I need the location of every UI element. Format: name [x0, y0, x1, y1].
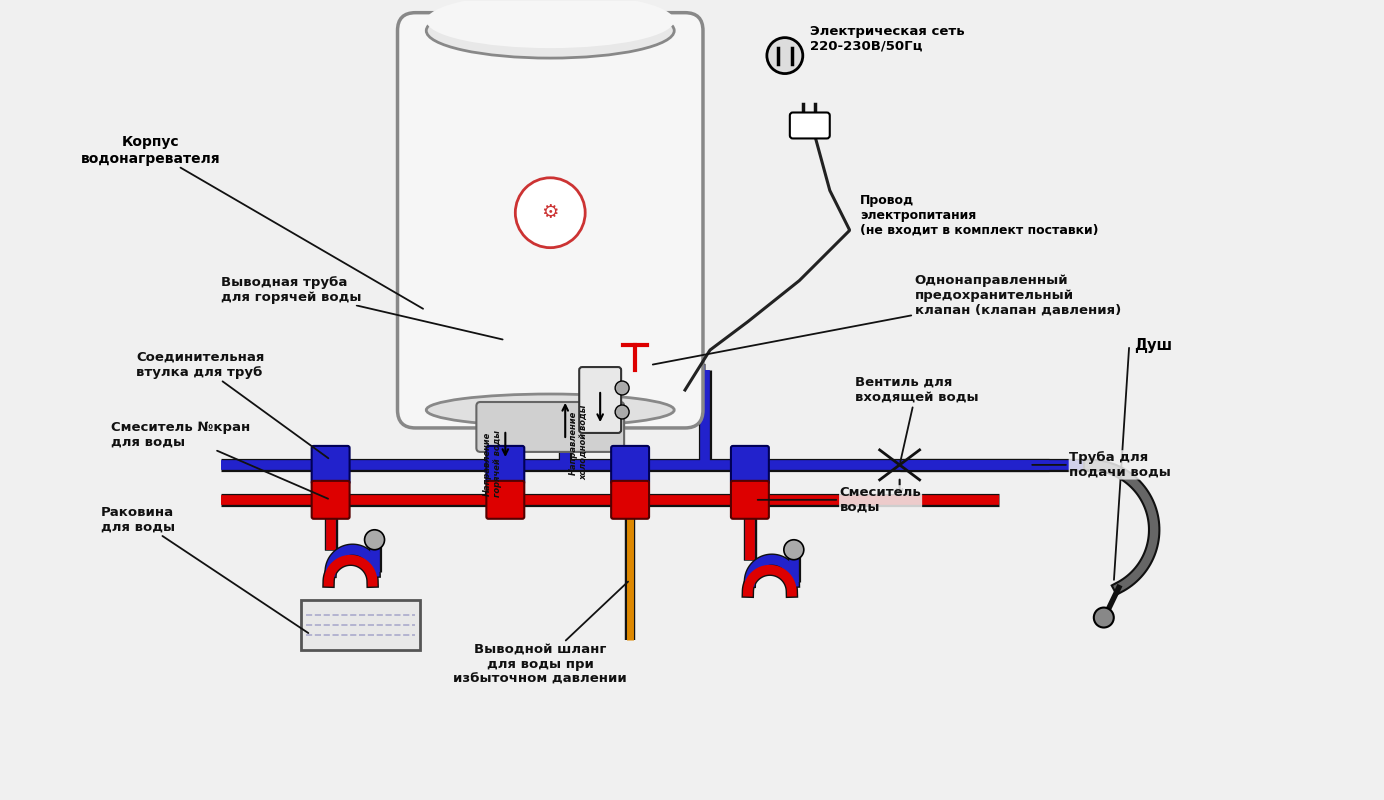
FancyBboxPatch shape: [311, 481, 350, 518]
Text: ⚙: ⚙: [541, 203, 559, 222]
FancyBboxPatch shape: [300, 600, 421, 650]
Circle shape: [614, 405, 630, 419]
Circle shape: [783, 540, 804, 560]
FancyBboxPatch shape: [731, 446, 770, 484]
Text: Корпус
водонагревателя: Корпус водонагревателя: [82, 135, 424, 309]
Circle shape: [614, 381, 630, 395]
Text: Смеситель
воды: Смеситель воды: [757, 486, 922, 514]
FancyBboxPatch shape: [579, 367, 621, 433]
Ellipse shape: [426, 3, 674, 58]
Text: Выводная труба
для горячей воды: Выводная труба для горячей воды: [221, 276, 502, 339]
FancyBboxPatch shape: [397, 13, 703, 428]
Text: Труба для
подачи воды: Труба для подачи воды: [1032, 451, 1171, 479]
Text: Направление
холодной воды: Направление холодной воды: [569, 405, 588, 480]
FancyBboxPatch shape: [486, 446, 525, 484]
Circle shape: [767, 38, 803, 74]
Circle shape: [515, 178, 585, 248]
Text: Однонаправленный
предохранительный
клапан (клапан давления): Однонаправленный предохранительный клапа…: [653, 274, 1121, 365]
Ellipse shape: [426, 394, 674, 426]
Circle shape: [1093, 607, 1114, 627]
FancyBboxPatch shape: [486, 481, 525, 518]
FancyBboxPatch shape: [790, 113, 830, 138]
Text: Выводной шланг
для воды при
избыточном давлении: Выводной шланг для воды при избыточном д…: [454, 582, 628, 686]
FancyBboxPatch shape: [612, 446, 649, 484]
FancyBboxPatch shape: [476, 402, 624, 452]
FancyBboxPatch shape: [731, 481, 770, 518]
FancyBboxPatch shape: [311, 446, 350, 484]
Text: Соединительная
втулка для труб: Соединительная втулка для труб: [136, 351, 328, 458]
Text: Направление
горячей воды: Направление горячей воды: [483, 430, 502, 497]
Text: Душ: Душ: [1135, 338, 1172, 353]
Text: Вентиль для
входящей воды: Вентиль для входящей воды: [855, 376, 978, 462]
Text: Провод
электропитания
(не входит в комплект поставки): Провод электропитания (не входит в компл…: [859, 194, 1099, 237]
Text: Электрическая сеть
220-230В/50Гц: Электрическая сеть 220-230В/50Гц: [810, 25, 965, 53]
FancyBboxPatch shape: [612, 481, 649, 518]
Text: Смеситель №кран
для воды: Смеситель №кран для воды: [111, 421, 328, 498]
Text: Раковина
для воды: Раковина для воды: [101, 506, 309, 633]
Circle shape: [364, 530, 385, 550]
Ellipse shape: [426, 0, 674, 48]
